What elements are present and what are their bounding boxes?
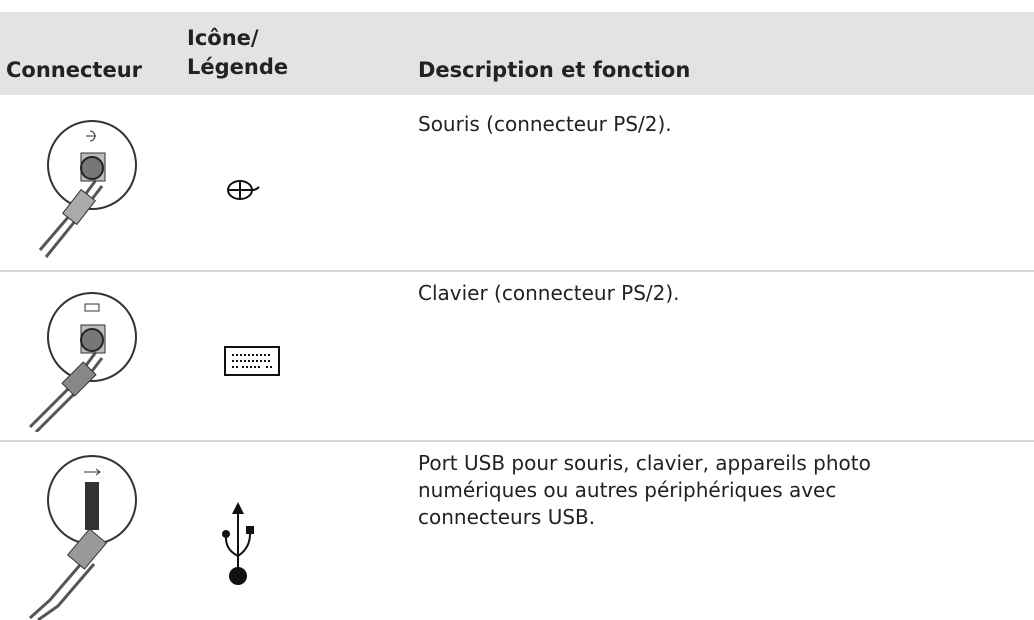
keyboard-icon — [224, 346, 280, 376]
header-cell: Description et fonction — [418, 58, 691, 82]
connector-image — [28, 455, 137, 620]
row-separator — [0, 270, 1034, 272]
header-cell: Icône/ Légende — [187, 26, 289, 79]
description: Port USB pour souris, clavier, appareils… — [418, 451, 871, 529]
mouse-icon — [227, 180, 260, 200]
usb-icon — [222, 502, 254, 585]
row-separator — [0, 440, 1034, 442]
connector-image — [28, 292, 137, 432]
connector-image — [38, 120, 137, 258]
description: Clavier (connecteur PS/2). — [418, 281, 680, 305]
description: Souris (connecteur PS/2). — [418, 112, 672, 136]
header-band — [0, 12, 1034, 95]
header-cell: Connecteur — [6, 58, 143, 82]
